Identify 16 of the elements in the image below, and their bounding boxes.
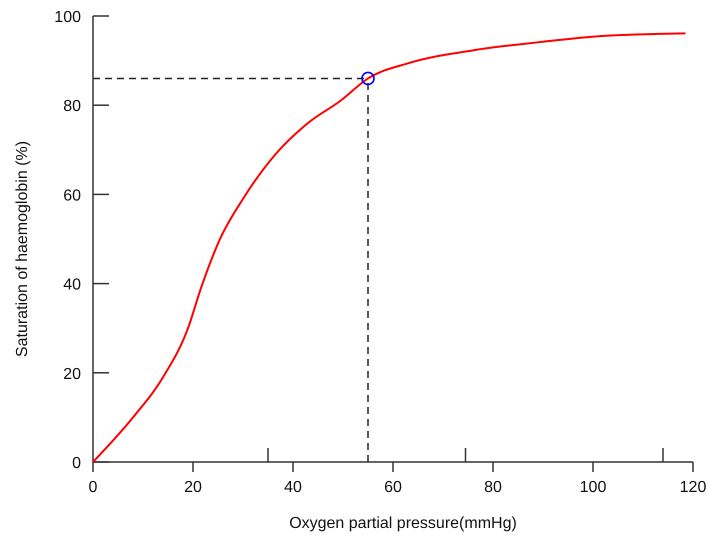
y-tick-label: 40 — [63, 276, 82, 294]
x-tick-label: 100 — [580, 479, 606, 496]
y-axis-title: Saturation of haemoglobin (%) — [14, 140, 31, 358]
x-tick-label: 0 — [88, 479, 98, 496]
y-tick-label: 60 — [63, 187, 82, 204]
y-tick-label: 0 — [72, 455, 82, 472]
line-series — [92, 32, 686, 463]
x-tick-label: 20 — [184, 479, 202, 496]
y-tick-label: 20 — [63, 366, 82, 383]
y-tick-label: 80 — [63, 98, 82, 116]
x-tick-label: 80 — [484, 479, 502, 496]
y-tick-label: 100 — [54, 9, 82, 26]
x-tick-label: 120 — [680, 479, 706, 496]
x-axis-title: Oxygen partial pressure(mmHg) — [289, 515, 517, 532]
x-tick-label: 40 — [284, 479, 302, 496]
x-tick-label: 60 — [384, 479, 402, 496]
